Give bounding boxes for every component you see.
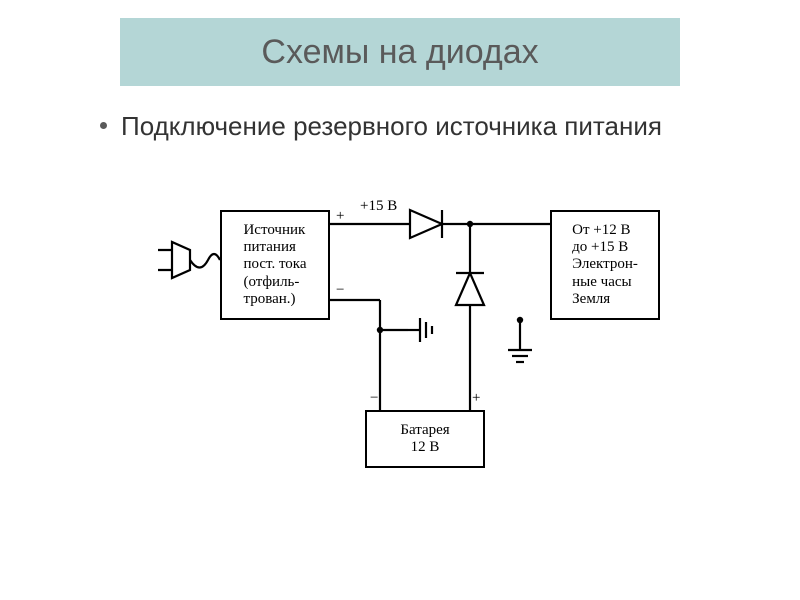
psu-box: Источник питания пост. тока (отфиль- тро… [220, 210, 330, 320]
label-psu-plus: + [336, 208, 344, 225]
load-text: От +12 В до +15 В Электрон- ные часы Зем… [572, 222, 638, 308]
label-psu-minus: − [336, 282, 344, 299]
label-bat-minus: − [370, 390, 378, 407]
plug-icon [158, 242, 220, 278]
bullet-dot-icon [100, 122, 107, 129]
junction-icon [377, 327, 383, 333]
ground-icon [508, 350, 532, 362]
battery-box: Батарея 12 В [365, 410, 485, 468]
ground-icon [408, 318, 432, 342]
battery-text: Батарея 12 В [400, 422, 449, 457]
psu-text: Источник питания пост. тока (отфиль- тро… [243, 222, 306, 308]
title-band: Схемы на диодах [120, 18, 680, 86]
diode-icon [456, 265, 484, 305]
circuit-diagram: Источник питания пост. тока (отфиль- тро… [150, 200, 670, 520]
junction-icon [467, 221, 473, 227]
bullet-text: Подключение резервного источника питания [121, 110, 662, 143]
bullet-item: Подключение резервного источника питания [100, 110, 680, 143]
page-title: Схемы на диодах [261, 33, 538, 72]
junction-icon [517, 317, 523, 323]
label-plus15v: +15 В [360, 198, 397, 215]
load-box: От +12 В до +15 В Электрон- ные часы Зем… [550, 210, 660, 320]
label-bat-plus: + [472, 390, 480, 407]
diode-icon [410, 210, 450, 238]
